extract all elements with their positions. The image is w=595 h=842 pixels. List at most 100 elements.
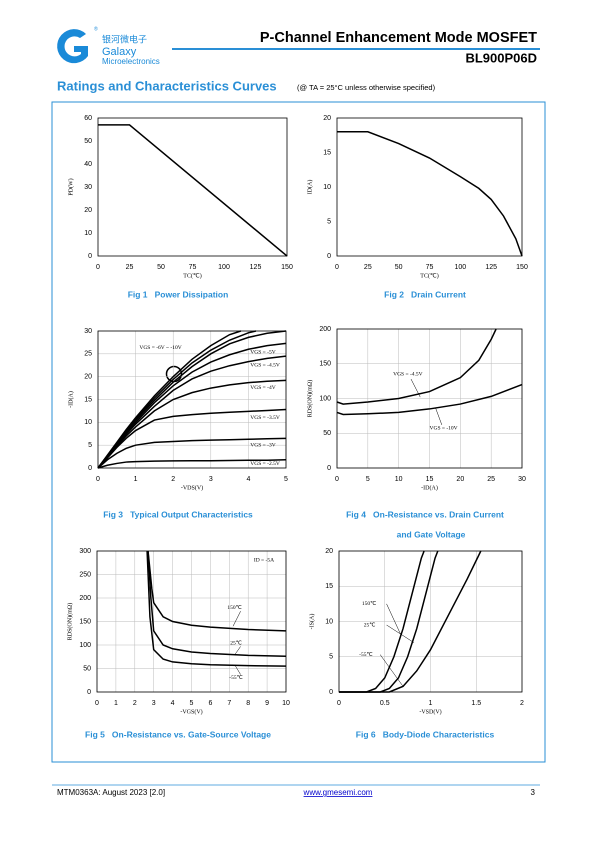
x-tick-label: 7: [227, 700, 231, 707]
plot-frame: [338, 550, 523, 693]
y-tick-label: 5: [329, 654, 333, 661]
x-tick-label: 100: [454, 264, 466, 271]
x-tick-label: 4: [171, 700, 175, 707]
y-tick-label: 20: [323, 115, 331, 122]
curve-label: 150℃: [362, 601, 377, 607]
figure-caption: and Gate Voltage: [397, 529, 466, 539]
y-tick-label: 20: [84, 207, 92, 214]
data-line: [97, 459, 287, 469]
x-tick-label: 100: [218, 264, 230, 271]
footer-link[interactable]: www.gmesemi.com: [303, 788, 373, 797]
y-tick-label: 5: [327, 218, 331, 225]
leader-line: [386, 624, 415, 643]
x-tick-label: 50: [157, 264, 165, 271]
annotation: ID = -5A: [254, 558, 274, 564]
y-tick-label: 0: [327, 465, 331, 472]
y-tick-label: 20: [84, 374, 92, 381]
y-axis-label: PD(W): [67, 178, 74, 195]
x-tick-label: 25: [487, 476, 495, 483]
leader-line: [410, 378, 421, 398]
curve-label: -55℃: [229, 675, 243, 681]
y-tick-label: 0: [88, 253, 92, 260]
logo-mark: [57, 29, 88, 64]
figure-caption: Fig 3 Typical Output Characteristics: [103, 509, 253, 519]
x-axis-label: -ID(A): [421, 484, 438, 491]
x-axis-label: TC(℃): [183, 272, 201, 279]
brand-sub: Microelectronics: [102, 57, 160, 66]
leader-line: [234, 665, 241, 675]
data-line: [147, 550, 287, 632]
plot-frame: [97, 330, 287, 469]
x-tick-label: 4: [246, 476, 250, 483]
x-tick-label: 5: [284, 476, 288, 483]
y-tick-label: 20: [325, 548, 333, 555]
x-tick-label: 1: [429, 700, 433, 707]
part-number: BL900P06D: [465, 50, 537, 65]
y-tick-label: 15: [84, 396, 92, 403]
curve-label: VGS = -10V: [430, 426, 458, 432]
y-tick-label: 0: [327, 253, 331, 260]
data-line: [337, 131, 523, 257]
x-tick-label: 150: [516, 264, 528, 271]
leader-line: [234, 646, 241, 655]
y-axis-label: ID(A): [306, 180, 313, 195]
x-tick-label: 2: [171, 476, 175, 483]
x-tick-label: 25: [364, 264, 372, 271]
y-tick-label: 50: [83, 665, 91, 672]
x-tick-label: 0: [95, 700, 99, 707]
data-line: [97, 379, 287, 469]
curve-label: 25℃: [230, 640, 243, 646]
x-tick-label: 10: [282, 700, 290, 707]
x-axis-label: -VDS(V): [181, 484, 203, 491]
plot-frame: [97, 117, 288, 257]
x-tick-label: 15: [426, 476, 434, 483]
x-tick-label: 3: [152, 700, 156, 707]
curve-label: VGS = -3.5V: [250, 415, 280, 421]
figure-caption: Fig 2 Drain Current: [384, 289, 466, 299]
x-axis-label: -VGS(V): [180, 708, 202, 715]
annotation: VGS = -6V ~ -10V: [139, 345, 181, 351]
y-tick-label: 10: [323, 184, 331, 191]
figure-caption: Fig 6 Body-Diode Characteristics: [356, 729, 495, 739]
brand: Galaxy: [102, 46, 137, 58]
y-axis-label: RDS(ON)(mΩ): [306, 380, 313, 417]
y-tick-label: 100: [79, 642, 91, 649]
x-tick-label: 0: [337, 700, 341, 707]
y-tick-label: 0: [88, 465, 92, 472]
data-line: [98, 124, 288, 257]
chart-frame: [51, 101, 546, 763]
data-line: [339, 550, 482, 693]
y-tick-label: 10: [84, 419, 92, 426]
data-line: [97, 408, 287, 469]
x-axis-label: TC(℃): [420, 272, 438, 279]
x-tick-label: 0: [335, 264, 339, 271]
y-tick-label: 5: [88, 442, 92, 449]
y-tick-label: 15: [323, 149, 331, 156]
curve-label: -55℃: [359, 652, 373, 658]
x-tick-label: 9: [265, 700, 269, 707]
curve-label: 150℃: [227, 605, 242, 611]
section-title: Ratings and Characteristics Curves: [57, 78, 277, 93]
x-tick-label: 5: [190, 700, 194, 707]
x-tick-label: 2: [133, 700, 137, 707]
x-tick-label: 8: [246, 700, 250, 707]
y-tick-label: 150: [319, 361, 331, 368]
footer-page: 3: [531, 788, 536, 797]
y-tick-label: 200: [79, 595, 91, 602]
x-tick-label: 10: [395, 476, 403, 483]
x-tick-label: 3: [209, 476, 213, 483]
plot-frame: [336, 328, 523, 469]
x-tick-label: 6: [208, 700, 212, 707]
x-tick-label: 75: [426, 264, 434, 271]
data-line: [339, 550, 425, 693]
plot-frame: [96, 550, 287, 693]
y-tick-label: 30: [84, 184, 92, 191]
figure-caption: Fig 4 On-Resistance vs. Drain Current: [346, 509, 504, 519]
y-tick-label: 0: [329, 689, 333, 696]
logo: ®: [57, 25, 98, 64]
x-tick-label: 1: [114, 700, 118, 707]
x-axis-label: -VSD(V): [419, 708, 441, 715]
data-line: [336, 328, 497, 405]
x-tick-label: 125: [485, 264, 497, 271]
